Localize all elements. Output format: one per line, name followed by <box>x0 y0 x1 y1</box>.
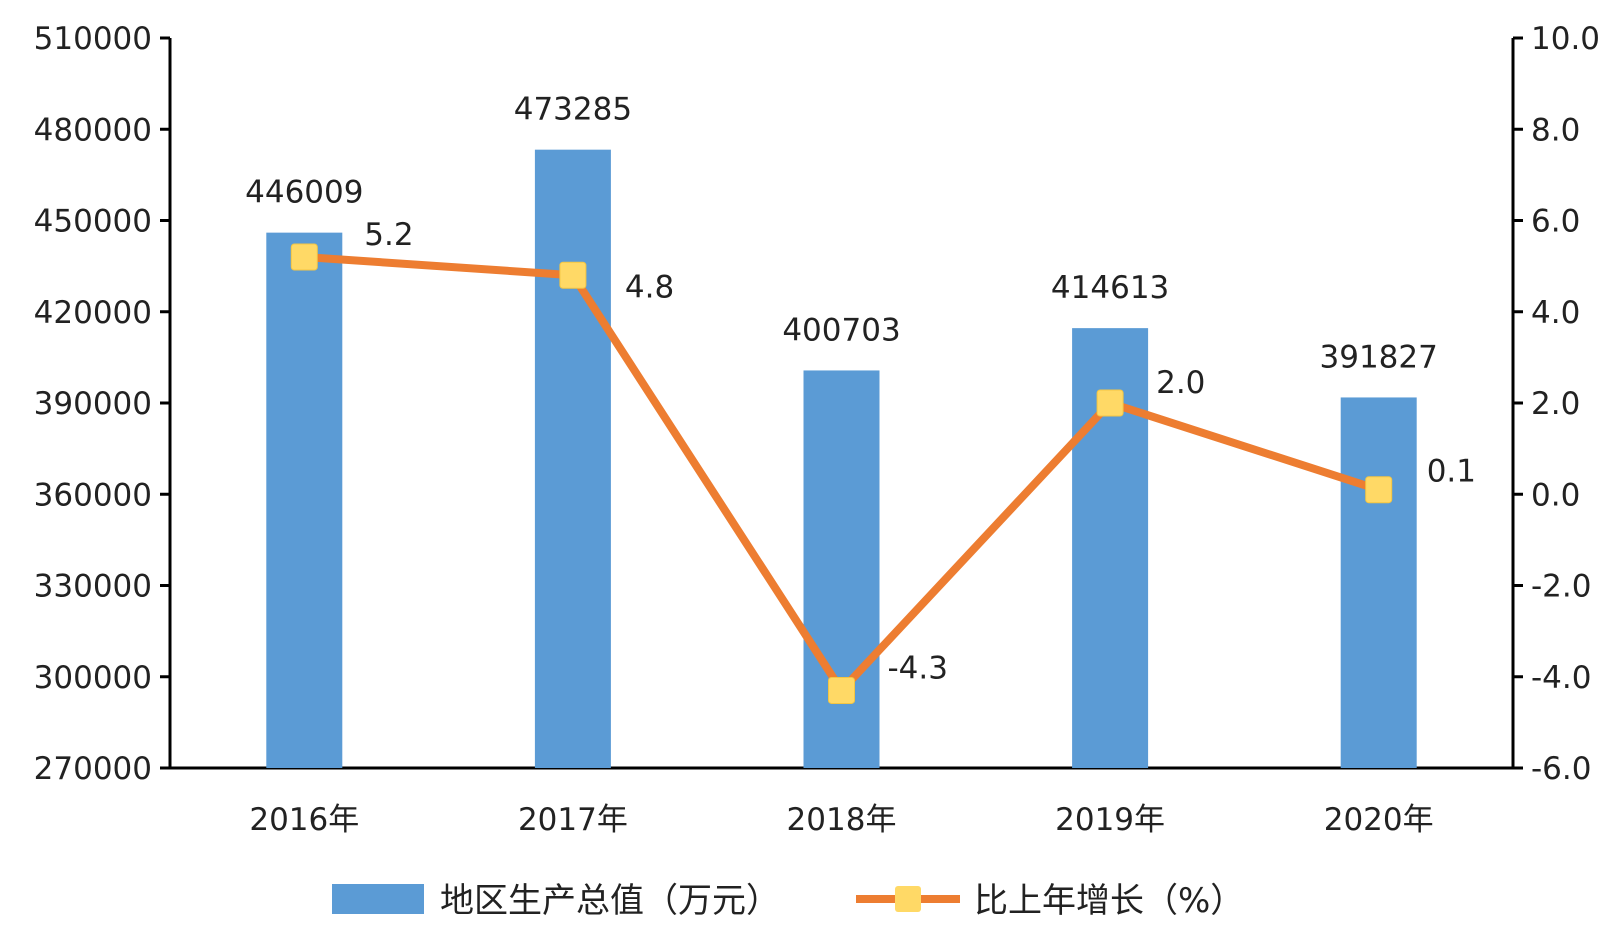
bar-value-label: 400703 <box>782 312 900 348</box>
x-tick-label: 2016年 <box>249 802 359 838</box>
line-value-label: 2.0 <box>1156 365 1205 401</box>
x-tick-label: 2020年 <box>1324 802 1434 838</box>
line-marker <box>559 261 587 289</box>
left-tick-label: 480000 <box>34 112 152 148</box>
line-value-label: 4.8 <box>625 269 674 305</box>
left-tick-label: 300000 <box>34 660 152 696</box>
legend-bar-label: 地区生产总值（万元） <box>440 881 780 921</box>
right-tick-label: -4.0 <box>1531 660 1592 696</box>
right-tick-label: 6.0 <box>1531 204 1580 240</box>
right-tick-label: 0.0 <box>1531 477 1580 513</box>
right-tick-label: -2.0 <box>1531 569 1592 605</box>
axes-layer: 270000 300000 330000 360000 390000 420000 4500… <box>34 21 1600 838</box>
right-tick-label: 2.0 <box>1531 386 1580 422</box>
legend-line-label: 比上年增长（%） <box>974 881 1244 921</box>
bar <box>266 232 343 769</box>
line-marker <box>1365 476 1393 504</box>
bar <box>803 370 880 768</box>
left-tick-label: 330000 <box>34 569 152 605</box>
bar-value-label: 473285 <box>514 92 632 128</box>
bar-value-label: 446009 <box>245 175 363 211</box>
right-tick-label: -6.0 <box>1531 751 1592 787</box>
x-tick-label: 2017年 <box>518 802 628 838</box>
line-layer <box>290 243 1393 704</box>
legend: 地区生产总值（万元） 比上年增长（%） <box>332 881 1244 921</box>
x-tick-label: 2018年 <box>787 802 897 838</box>
line-marker <box>1096 389 1124 417</box>
line-marker <box>290 243 318 271</box>
bar <box>1340 397 1417 768</box>
left-tick-label: 360000 <box>34 477 152 513</box>
right-tick-label: 4.0 <box>1531 295 1580 331</box>
left-tick-label: 270000 <box>34 751 152 787</box>
left-tick-label: 510000 <box>34 21 152 57</box>
line-marker <box>828 676 855 704</box>
left-tick-label: 420000 <box>34 295 152 331</box>
left-tick-label: 390000 <box>34 386 152 422</box>
left-tick-label: 450000 <box>34 204 152 240</box>
legend-bar-swatch <box>332 884 424 914</box>
bars-layer <box>266 149 1417 769</box>
right-tick-label: 8.0 <box>1531 112 1580 148</box>
x-tick-label: 2019年 <box>1055 802 1165 838</box>
legend-line-marker <box>895 886 921 912</box>
line-value-label: -4.3 <box>888 650 949 686</box>
line-value-label: 0.1 <box>1427 454 1476 490</box>
bar <box>534 149 611 768</box>
line-value-label: 5.2 <box>364 217 413 253</box>
bar-value-label: 391827 <box>1320 339 1438 375</box>
bar-value-label: 414613 <box>1051 270 1169 306</box>
labels-layer: 446009 473285 400703 414613 391827 5.2 4.8 -4.3… <box>245 92 1476 687</box>
right-tick-label: 10.0 <box>1531 21 1600 57</box>
